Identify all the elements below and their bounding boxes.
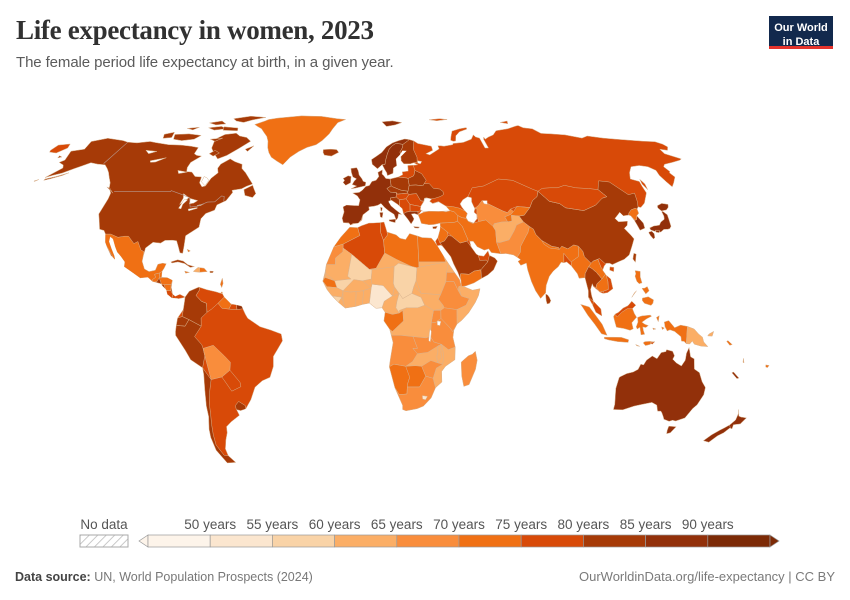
svg-text:65 years: 65 years <box>371 517 423 532</box>
svg-text:60 years: 60 years <box>309 517 361 532</box>
svg-text:90 years: 90 years <box>682 517 734 532</box>
svg-text:55 years: 55 years <box>247 517 299 532</box>
svg-text:50 years: 50 years <box>184 517 236 532</box>
svg-text:80 years: 80 years <box>558 517 610 532</box>
svg-text:85 years: 85 years <box>620 517 672 532</box>
svg-text:No data: No data <box>80 517 128 532</box>
svg-text:70 years: 70 years <box>433 517 485 532</box>
svg-text:75 years: 75 years <box>495 517 547 532</box>
